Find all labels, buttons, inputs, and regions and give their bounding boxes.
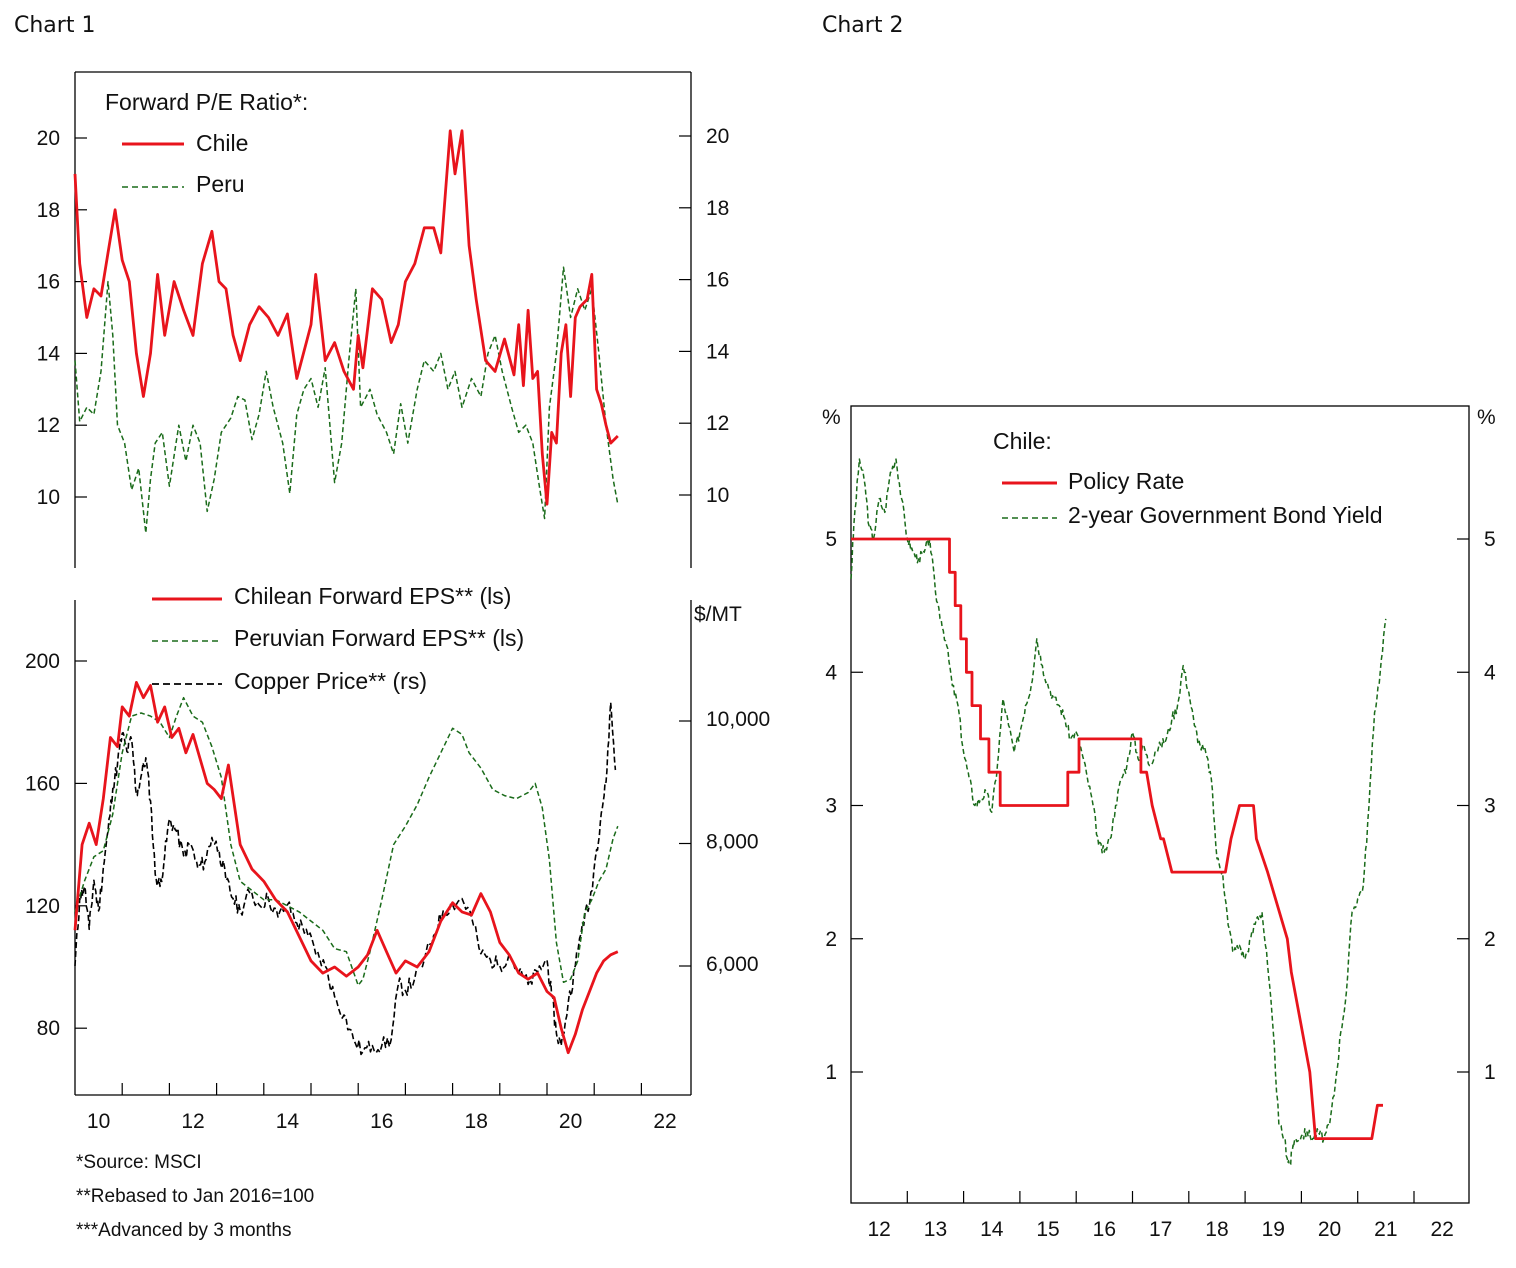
series-line-bond-yield xyxy=(850,458,1387,1167)
x-tick-label-chart2: 15 xyxy=(1036,1218,1059,1241)
y-tick-label-right-bottom: 8,000 xyxy=(706,831,759,854)
series-line-chile-eps xyxy=(73,681,619,1055)
x-tick-label-chart2: 12 xyxy=(867,1218,890,1241)
y-tick-label-left-top: 16 xyxy=(37,271,60,294)
y-tick-label-right-top: 16 xyxy=(706,269,729,292)
legend-title-chile: Chile: xyxy=(993,428,1052,454)
chart2-title: Chart 2 xyxy=(822,13,903,38)
chart2-border xyxy=(850,405,1470,1204)
left-axis-unit-percent: % xyxy=(822,406,841,429)
legend-label-peru: Peru xyxy=(196,171,245,197)
footnote-advanced: ***Advanced by 3 months xyxy=(76,1220,291,1241)
x-tick-label-chart1: 12 xyxy=(181,1110,204,1133)
series-line-copper-price xyxy=(74,701,617,1056)
legend-label-copper: Copper Price** (rs) xyxy=(234,668,427,694)
chart1-top-panel xyxy=(74,71,692,568)
y-tick-label-left-chart2: 4 xyxy=(825,661,837,684)
right-axis-unit-dollar-mt: $/MT xyxy=(694,603,742,626)
y-tick-label-left-top: 20 xyxy=(37,127,60,150)
y-tick-label-left-chart2: 3 xyxy=(825,795,837,818)
series-line-peru-pe xyxy=(74,266,619,534)
y-tick-label-left-chart2: 2 xyxy=(825,928,837,951)
y-tick-label-left-bottom: 120 xyxy=(25,895,60,918)
x-tick-label-chart1: 14 xyxy=(276,1110,300,1133)
x-tick-label-chart1: 20 xyxy=(559,1110,582,1133)
y-tick-label-left-chart2: 5 xyxy=(825,528,837,551)
y-tick-label-right-top: 10 xyxy=(706,484,729,507)
footnote-rebased: **Rebased to Jan 2016=100 xyxy=(76,1186,314,1207)
y-tick-label-right-chart2: 2 xyxy=(1484,928,1496,951)
x-tick-label-chart2: 21 xyxy=(1374,1218,1397,1241)
legend-label-eps-chile: Chilean Forward EPS** (ls) xyxy=(234,583,511,609)
y-tick-label-left-bottom: 200 xyxy=(25,650,60,673)
x-tick-label-chart2: 13 xyxy=(924,1218,947,1241)
series-layer xyxy=(73,129,1387,1167)
chart2-legend: Chile: Policy Rate 2-year Government Bon… xyxy=(822,406,1496,528)
y-tick-label-right-top: 18 xyxy=(706,197,729,220)
x-tick-label-chart2: 19 xyxy=(1262,1218,1285,1241)
right-axis-unit-percent: % xyxy=(1477,406,1496,429)
x-tick-label-chart2: 16 xyxy=(1093,1218,1116,1241)
series-line-chile-pe xyxy=(73,129,619,506)
y-tick-label-left-bottom: 80 xyxy=(37,1017,60,1040)
y-tick-label-left-chart2: 1 xyxy=(825,1061,837,1084)
y-tick-label-left-top: 10 xyxy=(37,486,60,509)
x-tick-label-chart2: 22 xyxy=(1430,1218,1453,1241)
y-tick-label-right-top: 12 xyxy=(706,412,729,435)
x-tick-label-chart2: 20 xyxy=(1318,1218,1341,1241)
y-tick-label-right-chart2: 4 xyxy=(1484,661,1496,684)
chart1-title: Chart 1 xyxy=(14,13,95,38)
x-tick-label-chart2: 18 xyxy=(1205,1218,1228,1241)
x-tick-label-chart1: 22 xyxy=(653,1110,676,1133)
x-tick-label-chart1: 18 xyxy=(465,1110,488,1133)
series-line-peru-eps xyxy=(74,696,619,987)
chart2-panel xyxy=(850,405,1470,1204)
footnotes: *Source: MSCI **Rebased to Jan 2016=100 … xyxy=(76,1152,314,1241)
y-tick-label-left-top: 12 xyxy=(37,414,60,437)
y-tick-label-right-chart2: 3 xyxy=(1484,795,1496,818)
legend-label-chile: Chile xyxy=(196,130,248,156)
y-tick-label-right-top: 20 xyxy=(706,125,729,148)
x-tick-label-chart2: 14 xyxy=(980,1218,1004,1241)
chart1-bottom-panel xyxy=(74,600,692,1096)
y-tick-label-right-chart2: 5 xyxy=(1484,528,1496,551)
legend-label-policy-rate: Policy Rate xyxy=(1068,468,1184,494)
y-tick-label-right-top: 14 xyxy=(706,340,730,363)
chart1-bottom-legend: Chilean Forward EPS** (ls) Peruvian Forw… xyxy=(152,583,742,694)
footnote-source: *Source: MSCI xyxy=(76,1152,202,1173)
axis-ticks: 101214161820101214161820801201602006,000… xyxy=(25,125,1496,1241)
chart1-top-legend: Forward P/E Ratio*: Chile Peru xyxy=(105,89,308,197)
y-tick-label-right-bottom: 6,000 xyxy=(706,953,759,976)
y-tick-label-left-bottom: 160 xyxy=(25,772,60,795)
legend-label-eps-peru: Peruvian Forward EPS** (ls) xyxy=(234,625,524,651)
legend-label-bond-yield: 2-year Government Bond Yield xyxy=(1068,502,1383,528)
x-tick-label-chart1: 16 xyxy=(370,1110,393,1133)
y-tick-label-left-top: 14 xyxy=(37,342,61,365)
x-tick-label-chart2: 17 xyxy=(1149,1218,1172,1241)
legend-title-pe: Forward P/E Ratio*: xyxy=(105,89,308,115)
x-tick-label-chart1: 10 xyxy=(87,1110,110,1133)
y-tick-label-left-top: 18 xyxy=(37,199,60,222)
y-tick-label-right-chart2: 1 xyxy=(1484,1061,1496,1084)
y-tick-label-right-bottom: 10,000 xyxy=(706,708,770,731)
series-line-policy-rate xyxy=(851,537,1383,1140)
